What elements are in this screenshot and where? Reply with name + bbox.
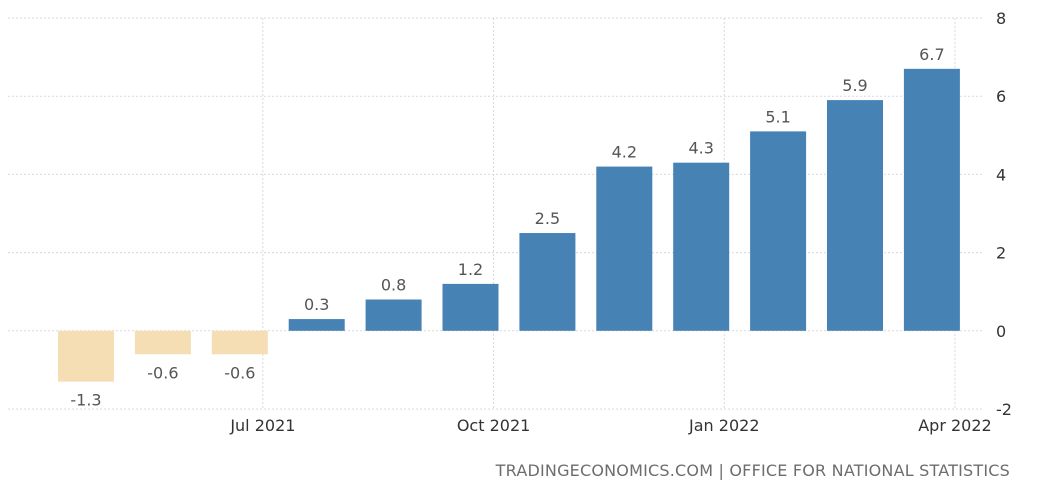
- bar: [519, 233, 576, 331]
- data-label: 6.7: [919, 45, 944, 64]
- bar: [58, 330, 114, 382]
- y-tick-label: -2: [996, 400, 1012, 419]
- x-tick-label: Jan 2022: [688, 416, 759, 435]
- data-label: 4.2: [612, 143, 637, 162]
- data-label: 1.2: [458, 260, 483, 279]
- bar: [903, 68, 960, 331]
- x-tick-label: Oct 2021: [457, 416, 530, 435]
- data-label: -0.6: [224, 363, 255, 382]
- bar: [596, 166, 653, 331]
- data-label: 2.5: [535, 209, 560, 228]
- bar: [134, 330, 191, 355]
- y-tick-label: 4: [996, 165, 1006, 184]
- data-label: 0.8: [381, 276, 406, 295]
- data-label: 5.1: [765, 107, 790, 126]
- bar: [442, 283, 499, 331]
- x-tick-label: Apr 2022: [918, 416, 991, 435]
- y-tick-label: 0: [996, 322, 1006, 341]
- y-tick-label: 8: [996, 9, 1006, 28]
- data-label: 0.3: [304, 295, 329, 314]
- data-label: 4.3: [688, 139, 713, 158]
- data-label: -0.6: [147, 363, 178, 382]
- bar: [750, 131, 807, 331]
- x-tick-label: Jul 2021: [229, 416, 295, 435]
- bar: [365, 299, 422, 331]
- source-credit: TRADINGECONOMICS.COM | OFFICE FOR NATION…: [495, 461, 1010, 480]
- bar: [211, 330, 268, 355]
- y-tick-label: 2: [996, 244, 1006, 263]
- data-label: 5.9: [842, 76, 867, 95]
- y-tick-label: 6: [996, 87, 1006, 106]
- data-label: -1.3: [70, 391, 101, 410]
- bar: [827, 100, 883, 331]
- bar: [673, 162, 730, 331]
- bar: [288, 319, 345, 331]
